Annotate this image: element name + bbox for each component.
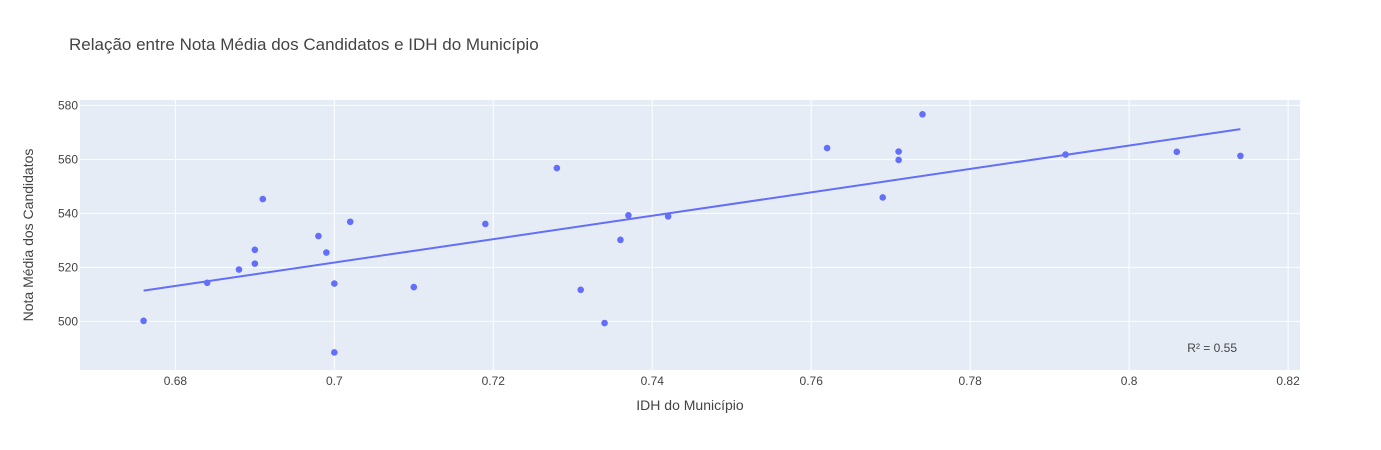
data-point (895, 148, 902, 155)
x-tick-label: 0.78 (958, 374, 982, 388)
data-point (617, 236, 624, 244)
x-tick-label: 0.82 (1276, 374, 1300, 388)
x-tick-label: 0.72 (482, 374, 506, 388)
data-point (410, 283, 418, 291)
data-point (323, 249, 330, 256)
x-tick-label: 0.74 (641, 374, 665, 388)
data-points (140, 111, 1244, 356)
y-axis-ticks: 500 520 540 560 580 (58, 98, 78, 328)
data-point (203, 279, 211, 287)
data-point (315, 232, 322, 240)
data-point (823, 144, 831, 152)
data-point (919, 111, 926, 118)
data-point (331, 349, 338, 356)
data-point (251, 246, 259, 254)
data-point (577, 286, 585, 294)
data-point (1237, 152, 1244, 160)
y-tick-label: 500 (58, 314, 78, 328)
x-axis-title: IDH do Município (636, 397, 744, 413)
y-axis-title: Nota Média dos Candidatos (20, 149, 36, 322)
x-tick-label: 0.76 (800, 374, 824, 388)
data-point (331, 280, 338, 287)
x-axis-ticks: 0.68 0.7 0.72 0.74 0.76 0.78 0.8 0.82 (164, 374, 1300, 388)
x-tick-label: 0.68 (164, 374, 188, 388)
data-point (346, 218, 354, 226)
y-tick-label: 580 (58, 98, 78, 112)
data-point (1062, 151, 1069, 158)
plot-area (80, 100, 1300, 370)
data-point (664, 213, 672, 220)
data-point (482, 220, 489, 228)
y-tick-label: 560 (58, 152, 78, 166)
data-point (1173, 148, 1181, 156)
data-point (259, 195, 267, 203)
data-point (625, 211, 632, 219)
data-point (895, 156, 902, 164)
y-tick-label: 540 (58, 206, 78, 220)
r-squared-annotation: R² = 0.55 (1187, 341, 1237, 355)
x-tick-label: 0.7 (326, 374, 343, 388)
data-point (140, 317, 147, 325)
trendline (143, 128, 1241, 292)
y-tick-label: 520 (58, 260, 78, 274)
data-point (601, 319, 608, 327)
data-point (879, 194, 887, 201)
data-point (553, 164, 561, 172)
chart-title: Relação entre Nota Média dos Candidatos … (69, 35, 539, 54)
data-point (235, 266, 243, 273)
y-gridlines (80, 104, 1300, 322)
x-tick-label: 0.8 (1121, 374, 1138, 388)
data-point (251, 260, 259, 267)
